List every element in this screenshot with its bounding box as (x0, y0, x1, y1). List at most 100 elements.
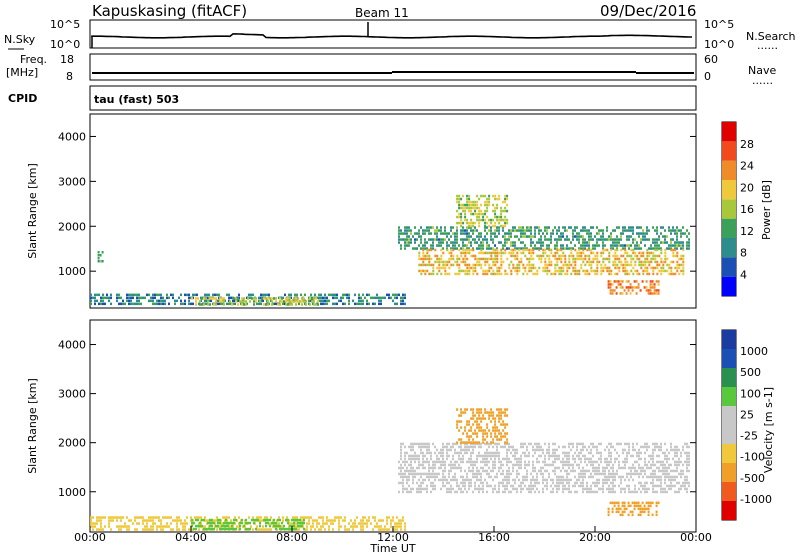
scatter-cell (578, 235, 580, 238)
scatter-cell (235, 518, 237, 522)
scatter-cell (530, 229, 532, 232)
scatter-cell (402, 238, 404, 241)
scatter-cell (530, 238, 532, 241)
scatter-cell (476, 487, 478, 491)
scatter-cell (418, 454, 420, 458)
scatter-cell (654, 463, 656, 467)
scatter-cell (454, 466, 456, 470)
scatter-cell (643, 507, 646, 511)
scatter-cell (612, 481, 614, 485)
scatter-cell (604, 448, 606, 452)
scatter-cell (636, 490, 638, 494)
power-colorbar-tick: 24 (740, 160, 754, 173)
scatter-cell (466, 420, 469, 423)
scatter-cell (676, 241, 678, 244)
scatter-cell (233, 518, 235, 522)
scatter-cell (484, 212, 487, 216)
scatter-cell (494, 254, 497, 258)
scatter-cell (602, 257, 605, 261)
scatter-cell (490, 484, 492, 488)
scatter-cell (224, 516, 226, 519)
scatter-cell (676, 445, 678, 449)
scatter-cell (676, 232, 678, 235)
scatter-cell (233, 527, 235, 531)
scatter-cell (490, 457, 492, 461)
scatter-cell (638, 457, 640, 461)
scatter-cell (484, 200, 487, 204)
scatter-cell (508, 235, 510, 238)
scatter-cell (468, 232, 470, 235)
scatter-cell (606, 266, 609, 270)
scatter-cell (554, 254, 557, 258)
scatter-cell (480, 426, 483, 429)
scatter-cell (598, 238, 600, 241)
scatter-cell (253, 300, 255, 303)
scatter-cell (102, 299, 104, 303)
scatter-cell (184, 299, 186, 303)
scatter-cell (488, 472, 490, 476)
scatter-cell (620, 248, 623, 252)
scatter-cell (458, 420, 461, 423)
scatter-cell (558, 457, 560, 461)
scatter-cell (566, 263, 569, 267)
scatter-cell (243, 524, 245, 528)
scatter-cell (620, 263, 623, 267)
scatter-cell (253, 303, 255, 306)
scatter-cell (315, 297, 317, 300)
scatter-cell (546, 254, 549, 258)
scatter-cell (668, 472, 670, 476)
scatter-cell (500, 423, 503, 426)
scatter-cell (648, 229, 650, 232)
scatter-cell (538, 490, 540, 494)
scatter-cell (560, 475, 562, 479)
scatter-cell (434, 460, 436, 464)
scatter-cell (498, 429, 501, 432)
scatter-cell (556, 248, 559, 252)
scatter-cell (414, 232, 416, 235)
scatter-cell (196, 516, 198, 519)
scatter-cell (454, 490, 456, 494)
scatter-cell (406, 241, 408, 244)
scatter-cell (428, 451, 430, 455)
scatter-cell (408, 445, 410, 449)
scatter-cell (574, 226, 576, 229)
scatter-cell (607, 513, 610, 517)
scatter-cell (462, 432, 465, 435)
scatter-cell (412, 448, 414, 452)
scatter-cell (686, 241, 688, 244)
scatter-cell (596, 251, 599, 255)
scatter-cell (199, 303, 201, 306)
scatter-cell (572, 247, 574, 250)
scatter-cell (432, 269, 435, 273)
scatter-cell (496, 451, 498, 455)
scatter-cell (524, 229, 526, 232)
scatter-cell (578, 232, 580, 235)
scatter-cell (434, 445, 436, 449)
scatter-cell (482, 484, 484, 488)
scatter-cell (178, 296, 180, 300)
scatter-cell (454, 478, 456, 482)
scatter-cell (500, 224, 503, 228)
scatter-cell (486, 238, 488, 241)
scatter-cell (404, 296, 406, 300)
scatter-cell (460, 247, 462, 250)
scatter-cell (332, 522, 334, 525)
scatter-cell (578, 454, 580, 458)
scatter-cell (678, 457, 680, 461)
scatter-cell (478, 238, 480, 241)
scatter-cell (490, 247, 492, 250)
scatter-cell (604, 263, 607, 267)
scatter-cell (544, 442, 546, 446)
scatter-cell (508, 457, 510, 461)
scatter-cell (474, 445, 476, 449)
scatter-cell (102, 296, 104, 300)
scatter-cell (644, 463, 646, 467)
scatter-cell (152, 522, 154, 525)
scatter-cell (526, 445, 528, 449)
scatter-cell (500, 481, 502, 485)
scatter-cell (322, 302, 324, 306)
scatter-cell (520, 260, 523, 264)
scatter-cell (468, 209, 471, 213)
scatter-cell (660, 448, 662, 452)
scatter-cell (526, 487, 528, 491)
